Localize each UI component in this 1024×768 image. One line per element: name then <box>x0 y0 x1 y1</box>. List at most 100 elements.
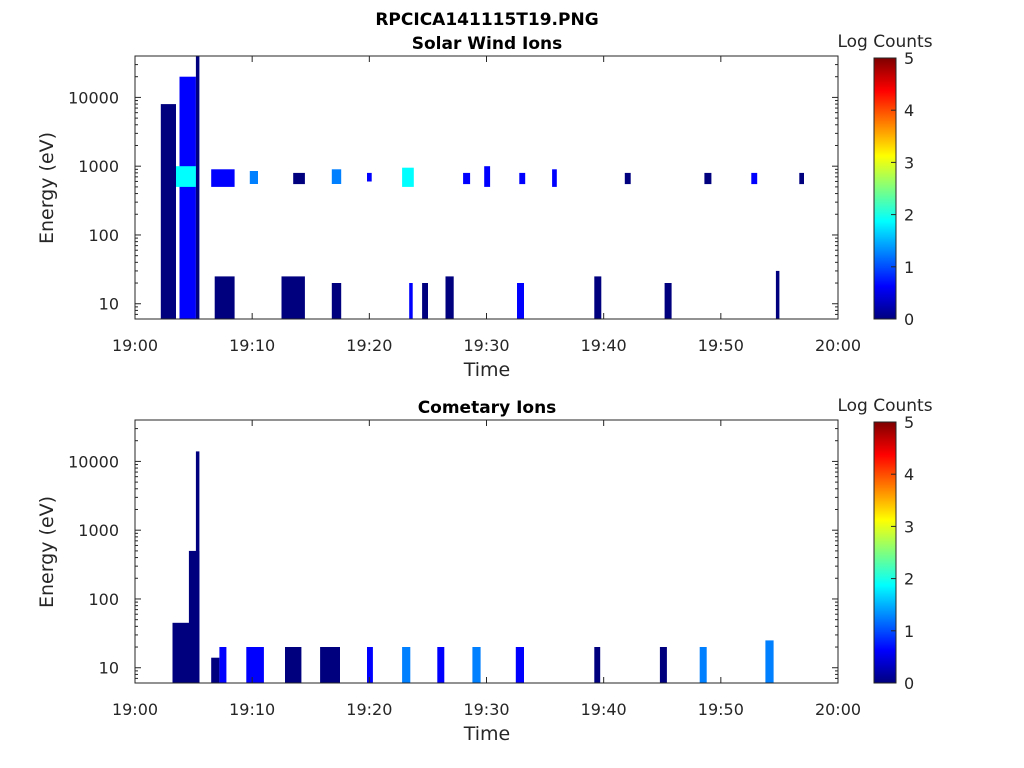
heatmap-cell <box>214 276 235 319</box>
y-axis-label: Energy (eV) <box>36 496 58 608</box>
heatmap-cell <box>472 647 481 683</box>
heatmap-cell <box>179 76 196 319</box>
heatmap-cell <box>517 283 524 319</box>
y-axis-label: Energy (eV) <box>36 132 58 244</box>
heatmap-cell <box>552 169 557 187</box>
colorbar-gradient <box>873 57 897 320</box>
heatmap-cell <box>519 172 526 185</box>
heatmap-cells <box>172 451 774 683</box>
heatmap-cell <box>293 172 305 185</box>
y-tick-label: 10000 <box>68 88 119 107</box>
y-tick-label: 10000 <box>68 452 119 471</box>
colorbar: Log Counts 0 1 2 3 4 5 <box>837 396 932 693</box>
heatmap-cell <box>402 647 411 683</box>
heatmap-cell <box>211 169 235 187</box>
x-tick-label: 19:40 <box>581 700 627 719</box>
plot-frame <box>134 419 839 684</box>
colorbar-tick-label: 0 <box>904 674 914 693</box>
colorbar-tick-label: 5 <box>904 49 914 68</box>
heatmap-cell <box>285 647 302 683</box>
x-tick-label: 19:10 <box>229 700 275 719</box>
y-ticks: 10 100 1000 10000 <box>68 419 838 684</box>
colorbar: Log Counts 0 1 2 3 4 5 <box>837 32 932 329</box>
x-tick-label: 19:40 <box>581 336 627 355</box>
x-tick-label: 20:00 <box>815 336 861 355</box>
heatmap-cell <box>249 171 258 184</box>
x-tick-label: 19:50 <box>698 700 744 719</box>
heatmap-cell <box>367 647 373 683</box>
x-tick-label: 19:10 <box>229 336 275 355</box>
heatmap-cell <box>367 172 372 182</box>
x-ticks: 19:00 19:10 19:20 19:30 19:40 19:50 20:00 <box>112 420 861 719</box>
y-ticks: 10 100 1000 10000 <box>68 55 838 320</box>
heatmap-cell <box>422 283 428 319</box>
y-tick-label: 1000 <box>78 157 119 176</box>
panel-title: Cometary Ions <box>418 398 557 418</box>
y-tick-label: 10 <box>99 295 119 314</box>
heatmap-cell <box>281 276 305 319</box>
heatmap-cell <box>594 276 602 319</box>
x-tick-label: 19:30 <box>463 336 509 355</box>
heatmap-cell <box>445 276 454 319</box>
x-tick-label: 19:20 <box>346 700 392 719</box>
panel-title: Solar Wind Ions <box>412 34 563 54</box>
colorbar-tick-label: 3 <box>904 517 914 536</box>
heatmap-cell <box>463 172 471 185</box>
colorbar-tick-label: 2 <box>904 206 914 225</box>
heatmap-cell <box>594 647 601 683</box>
x-axis-label: Time <box>463 723 511 745</box>
plot-frame <box>134 55 839 320</box>
x-tick-label: 19:50 <box>698 336 744 355</box>
heatmap-cell <box>172 622 192 683</box>
heatmap-cell <box>664 283 672 319</box>
colorbar-tick-label: 3 <box>904 153 914 172</box>
heatmap-cell <box>765 640 774 683</box>
heatmap-cell <box>515 647 524 683</box>
colorbar-label: Log Counts <box>837 32 932 52</box>
x-axis-label: Time <box>463 359 511 381</box>
colorbar-ticks: 0 1 2 3 4 5 <box>891 413 914 693</box>
heatmap-cell <box>704 172 712 185</box>
heatmap-cell <box>659 647 667 683</box>
colorbar-tick-label: 4 <box>904 101 914 120</box>
x-tick-label: 19:00 <box>112 336 158 355</box>
heatmap-cell <box>219 647 227 683</box>
heatmap-cell <box>195 56 200 319</box>
heatmap-cell <box>176 166 196 187</box>
heatmap-cells <box>160 56 804 319</box>
heatmap-cell <box>160 104 176 319</box>
heatmap-cell <box>799 172 804 185</box>
x-tick-label: 19:20 <box>346 336 392 355</box>
figure-title: RPCICA141115T19.PNG <box>375 10 598 30</box>
panel-cometary: Cometary Ions 19:00 19:10 19:20 19:30 19:40 1… <box>36 396 933 745</box>
y-tick-label: 10 <box>99 659 119 678</box>
heatmap-cell <box>320 647 340 683</box>
colorbar-ticks: 0 1 2 3 4 5 <box>891 49 914 329</box>
heatmap-cell <box>437 647 445 683</box>
x-tick-label: 20:00 <box>815 700 861 719</box>
heatmap-cell <box>402 167 414 187</box>
heatmap-cell <box>409 283 413 319</box>
heatmap-cell <box>624 172 631 185</box>
heatmap-cell <box>195 451 200 683</box>
y-tick-label: 100 <box>88 226 119 245</box>
y-tick-label: 1000 <box>78 521 119 540</box>
colorbar-gradient <box>873 421 897 684</box>
heatmap-cell <box>188 550 200 683</box>
heatmap-cell <box>211 657 220 683</box>
panel-solar-wind: Solar Wind Ions 19:00 19:10 19:20 19:30 19:4… <box>36 32 933 381</box>
x-tick-label: 19:00 <box>112 700 158 719</box>
x-tick-label: 19:30 <box>463 700 509 719</box>
colorbar-tick-label: 1 <box>904 622 914 641</box>
heatmap-cell <box>775 270 780 319</box>
colorbar-label: Log Counts <box>837 396 932 416</box>
colorbar-tick-label: 5 <box>904 413 914 432</box>
heatmap-cell <box>751 172 758 185</box>
colorbar-tick-label: 0 <box>904 310 914 329</box>
colorbar-tick-label: 4 <box>904 465 914 484</box>
heatmap-cell <box>484 166 491 187</box>
colorbar-tick-label: 1 <box>904 258 914 277</box>
heatmap-cell <box>246 647 264 683</box>
heatmap-cell <box>331 169 342 184</box>
